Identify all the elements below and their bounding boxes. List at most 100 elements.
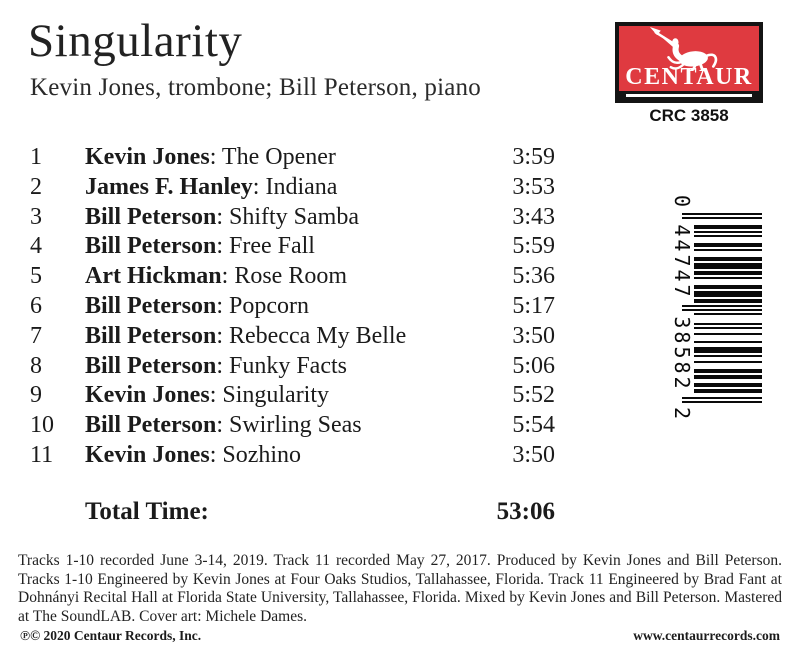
barcode-left-group: 44747	[670, 224, 694, 300]
track-time: 3:59	[512, 144, 555, 170]
barcode-bar	[694, 391, 762, 393]
barcode-right-group: 38582	[670, 316, 694, 392]
barcode-bar	[694, 277, 762, 279]
track-time: 5:17	[512, 292, 555, 319]
track-composer-title: Art Hickman: Rose Room	[85, 263, 347, 290]
track-composer: Bill Peterson	[85, 412, 217, 439]
track-time: 5:06	[512, 352, 555, 379]
track-composer-title: Bill Peterson: Funky Facts	[85, 352, 347, 379]
barcode-bar	[694, 323, 762, 325]
barcode-bar	[694, 259, 762, 261]
track-list: 1 Kevin Jones: The Opener 3:59 2 James F. Ha…	[30, 143, 555, 471]
track-composer: Kevin Jones	[85, 441, 210, 468]
track-number: 7	[30, 322, 42, 349]
barcode-bar	[694, 377, 762, 379]
track-row: 11 Kevin Jones: Sozhino 3:50	[30, 441, 555, 471]
total-time-row: Total Time: 53:06	[30, 498, 555, 526]
barcode-bar	[694, 245, 762, 247]
track-time: 5:59	[512, 233, 555, 260]
track-composer-title: Kevin Jones: Sozhino	[85, 441, 302, 468]
credits-text: Tracks 1-10 recorded June 3-14, 2019. Tr…	[18, 552, 782, 625]
total-time-label: Total Time:	[85, 498, 209, 525]
barcode-bar	[682, 309, 762, 311]
track-composer: Bill Peterson	[85, 322, 217, 349]
barcode-bar	[694, 371, 762, 373]
barcode-bar	[682, 305, 762, 307]
track-number: 5	[30, 263, 42, 290]
track-number: 2	[30, 173, 42, 200]
track-row: 2 James F. Hanley: Indiana 3:53	[30, 173, 555, 203]
track-row: 5 Art Hickman: Rose Room 5:36	[30, 262, 555, 292]
track-number: 8	[30, 352, 42, 379]
track-number: 1	[30, 144, 42, 170]
album-artists: Kevin Jones, trombone; Bill Peterson, pi…	[30, 74, 481, 101]
track-composer: Bill Peterson	[85, 352, 217, 379]
track-row: 7 Bill Peterson: Rebecca My Belle 3:50	[30, 322, 555, 352]
barcode-bar	[694, 227, 762, 229]
track-time: 3:50	[512, 441, 555, 468]
barcode-lead-digit: 0	[670, 195, 694, 208]
track-time: 5:52	[512, 382, 555, 409]
track-time: 5:36	[512, 263, 555, 290]
barcode-bar	[694, 287, 762, 289]
barcode-bar	[694, 361, 762, 363]
track-row: 3 Bill Peterson: Shifty Samba 3:43	[30, 203, 555, 233]
track-composer-title: Kevin Jones: Singularity	[85, 382, 330, 409]
track-row: 6 Bill Peterson: Popcorn 5:17	[30, 292, 555, 322]
track-time: 5:54	[512, 412, 555, 439]
track-row: 8 Bill Peterson: Funky Facts 5:06	[30, 352, 555, 382]
track-number: 10	[30, 412, 54, 439]
centaur-wordmark: CENTAUR	[625, 64, 753, 90]
catalog-number: CRC 3858	[649, 106, 729, 125]
barcode-bar	[694, 295, 762, 297]
track-composer: Bill Peterson	[85, 203, 217, 230]
track-number: 4	[30, 233, 42, 260]
barcode-bar	[694, 313, 762, 315]
track-row: 9 Kevin Jones: Singularity 5:52	[30, 381, 555, 411]
track-number: 11	[30, 441, 54, 468]
track-composer-title: Bill Peterson: Free Fall	[85, 233, 315, 260]
barcode-bar	[694, 351, 762, 353]
barcode-bar	[694, 341, 762, 343]
track-composer-title: James F. Hanley: Indiana	[85, 173, 338, 200]
track-composer: Bill Peterson	[85, 292, 217, 319]
centaur-logo: CENTAUR	[615, 22, 763, 103]
barcode-bar	[694, 235, 762, 237]
barcode-bar	[682, 401, 762, 403]
upc-barcode: 0 44747 38582 2	[660, 193, 762, 423]
barcode-bars	[682, 213, 762, 403]
total-time-value: 53:06	[496, 498, 555, 525]
barcode-bar	[694, 273, 762, 275]
track-time: 3:53	[512, 173, 555, 200]
website-text: www.centaurrecords.com	[633, 628, 780, 643]
track-composer: James F. Hanley	[85, 173, 253, 200]
track-composer: Kevin Jones	[85, 144, 210, 170]
track-composer-title: Bill Peterson: Rebecca My Belle	[85, 322, 407, 349]
barcode-bar	[682, 217, 762, 219]
track-composer: Kevin Jones	[85, 382, 210, 409]
track-composer-title: Bill Peterson: Swirling Seas	[85, 412, 362, 439]
barcode-bar	[694, 327, 762, 329]
track-composer-title: Bill Peterson: Popcorn	[85, 292, 309, 319]
barcode-bar	[694, 249, 762, 251]
track-composer-title: Kevin Jones: The Opener	[85, 144, 336, 170]
album-title: Singularity	[28, 15, 243, 67]
track-number: 3	[30, 203, 42, 230]
barcode-bar	[694, 267, 762, 269]
barcode-bar	[694, 231, 762, 233]
barcode-bar	[694, 385, 762, 387]
centaur-figure-icon	[643, 26, 735, 76]
logo-rule	[626, 94, 752, 97]
copyright-text: ℗© 2020 Centaur Records, Inc.	[20, 628, 202, 643]
barcode-trail-digit: 2	[670, 407, 694, 420]
barcode-bar	[694, 301, 762, 303]
track-composer: Bill Peterson	[85, 233, 217, 260]
barcode-bar	[694, 333, 762, 335]
track-row: 10 Bill Peterson: Swirling Seas 5:54	[30, 411, 555, 441]
footer: ℗© 2020 Centaur Records, Inc. www.centau…	[20, 628, 780, 644]
barcode-bar	[682, 397, 762, 399]
barcode-bar	[694, 355, 762, 357]
track-composer-title: Bill Peterson: Shifty Samba	[85, 203, 359, 230]
track-time: 3:50	[512, 322, 555, 349]
